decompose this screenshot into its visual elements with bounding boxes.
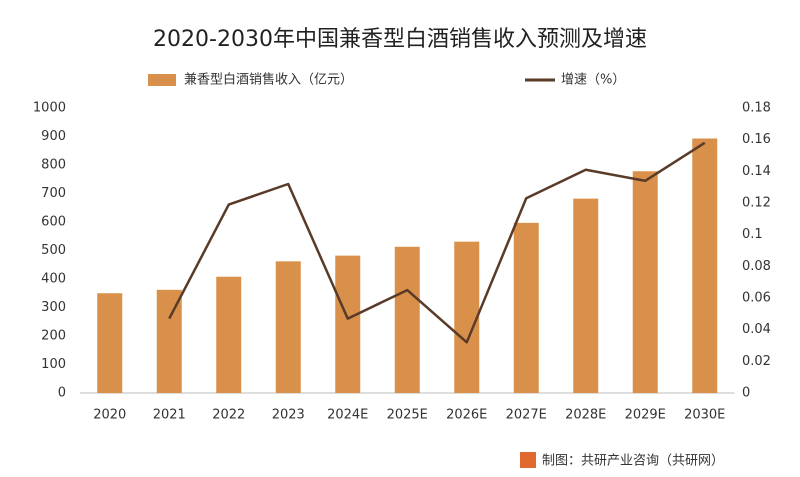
x-tick-label: 2029E bbox=[625, 408, 666, 423]
y-tick-label: 0 bbox=[58, 386, 66, 401]
bar bbox=[692, 138, 718, 393]
legend-label: 增速（%） bbox=[561, 73, 625, 88]
source-icon bbox=[520, 452, 536, 468]
bar bbox=[335, 255, 361, 393]
y-tick-label: 600 bbox=[41, 215, 66, 230]
y-tick-label: 400 bbox=[41, 272, 66, 287]
y-tick-label: 100 bbox=[41, 357, 66, 372]
legend-label: 兼香型白酒销售收入（亿元） bbox=[184, 72, 353, 88]
y-tick-label: 900 bbox=[41, 129, 66, 144]
chart-title: 2020-2030年中国兼香型白酒销售收入预测及增速 bbox=[153, 27, 647, 52]
bar bbox=[454, 241, 480, 393]
x-tick-label: 2025E bbox=[387, 408, 428, 423]
bar bbox=[156, 289, 182, 393]
x-tick-label: 2024E bbox=[327, 408, 368, 423]
x-tick-label: 2028E bbox=[565, 408, 606, 423]
x-tick-label: 2026E bbox=[446, 408, 487, 423]
bar bbox=[394, 246, 420, 393]
y-tick-label: 200 bbox=[41, 329, 66, 344]
bar bbox=[97, 293, 123, 393]
y-tick-label: 700 bbox=[41, 186, 66, 201]
y2-tick-label: 0 bbox=[742, 386, 750, 401]
x-tick-label: 2022 bbox=[212, 408, 245, 423]
y2-tick-label: 0.02 bbox=[742, 354, 771, 369]
y-tick-label: 1000 bbox=[33, 101, 66, 116]
y2-tick-label: 0.14 bbox=[742, 164, 771, 179]
source: 制图：共研产业咨询（共研网） bbox=[542, 454, 724, 469]
bar bbox=[216, 276, 242, 393]
legend-swatch bbox=[148, 74, 176, 86]
x-tick-label: 2021 bbox=[153, 408, 186, 423]
y-tick-label: 300 bbox=[41, 300, 66, 315]
x-tick-label: 2020 bbox=[93, 408, 126, 423]
y2-tick-label: 0.18 bbox=[742, 101, 771, 116]
y2-tick-label: 0.1 bbox=[742, 227, 763, 242]
x-tick-label: 2027E bbox=[506, 408, 547, 423]
x-tick-label: 2023 bbox=[272, 408, 305, 423]
bar bbox=[573, 198, 599, 393]
y2-tick-label: 0.16 bbox=[742, 132, 771, 147]
bar bbox=[632, 171, 658, 393]
bar bbox=[275, 261, 301, 393]
y2-tick-label: 0.08 bbox=[742, 259, 771, 274]
x-tick-label: 2030E bbox=[684, 408, 725, 423]
y2-tick-label: 0.06 bbox=[742, 291, 771, 306]
y2-tick-label: 0.12 bbox=[742, 196, 771, 211]
y-tick-label: 500 bbox=[41, 243, 66, 258]
line bbox=[168, 141, 706, 344]
y2-tick-label: 0.04 bbox=[742, 322, 771, 337]
y-tick-label: 800 bbox=[41, 158, 66, 173]
bar bbox=[513, 222, 539, 393]
